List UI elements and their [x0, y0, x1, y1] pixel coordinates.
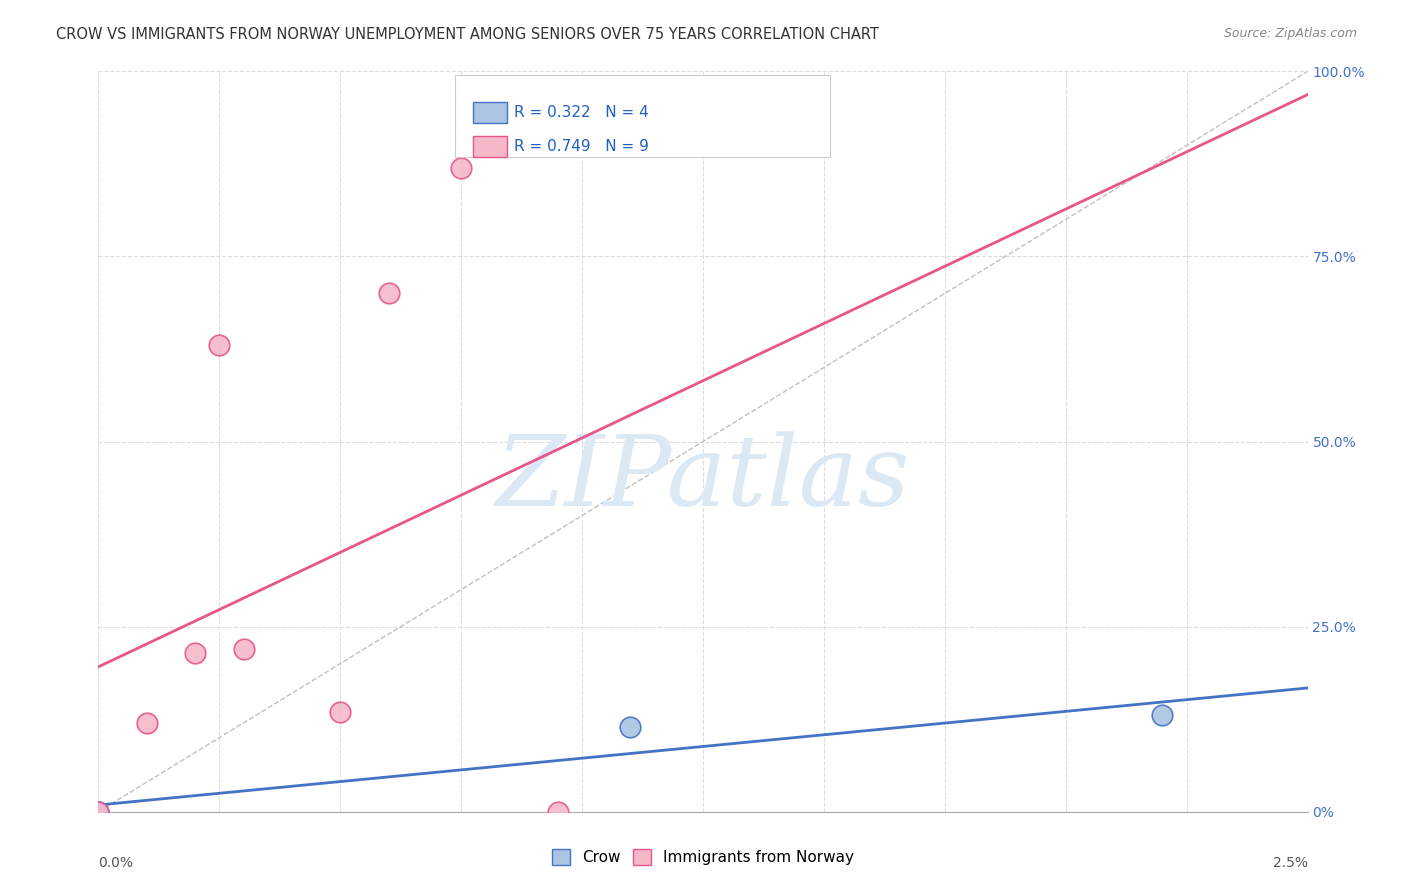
Point [87, 805, 110, 819]
Text: 0.0%: 0.0% [98, 856, 134, 870]
Point [377, 286, 399, 301]
Point [87, 805, 110, 819]
Point [547, 805, 569, 819]
Point [208, 338, 231, 352]
FancyBboxPatch shape [474, 103, 508, 123]
Point [619, 720, 641, 734]
Text: CROW VS IMMIGRANTS FROM NORWAY UNEMPLOYMENT AMONG SENIORS OVER 75 YEARS CORRELAT: CROW VS IMMIGRANTS FROM NORWAY UNEMPLOYM… [56, 27, 879, 42]
Point [135, 715, 157, 730]
Point [87, 805, 110, 819]
Text: Source: ZipAtlas.com: Source: ZipAtlas.com [1223, 27, 1357, 40]
FancyBboxPatch shape [474, 136, 508, 156]
FancyBboxPatch shape [456, 75, 830, 156]
Text: ZIPatlas: ZIPatlas [496, 431, 910, 526]
Point [450, 161, 472, 175]
Point [184, 646, 207, 660]
Text: R = 0.322   N = 4: R = 0.322 N = 4 [515, 105, 650, 120]
Text: 2.5%: 2.5% [1272, 856, 1308, 870]
Point [329, 705, 352, 719]
Point [1152, 708, 1174, 723]
Point [232, 641, 254, 656]
Text: R = 0.749   N = 9: R = 0.749 N = 9 [515, 138, 650, 153]
Legend: Crow, Immigrants from Norway: Crow, Immigrants from Norway [546, 843, 860, 871]
